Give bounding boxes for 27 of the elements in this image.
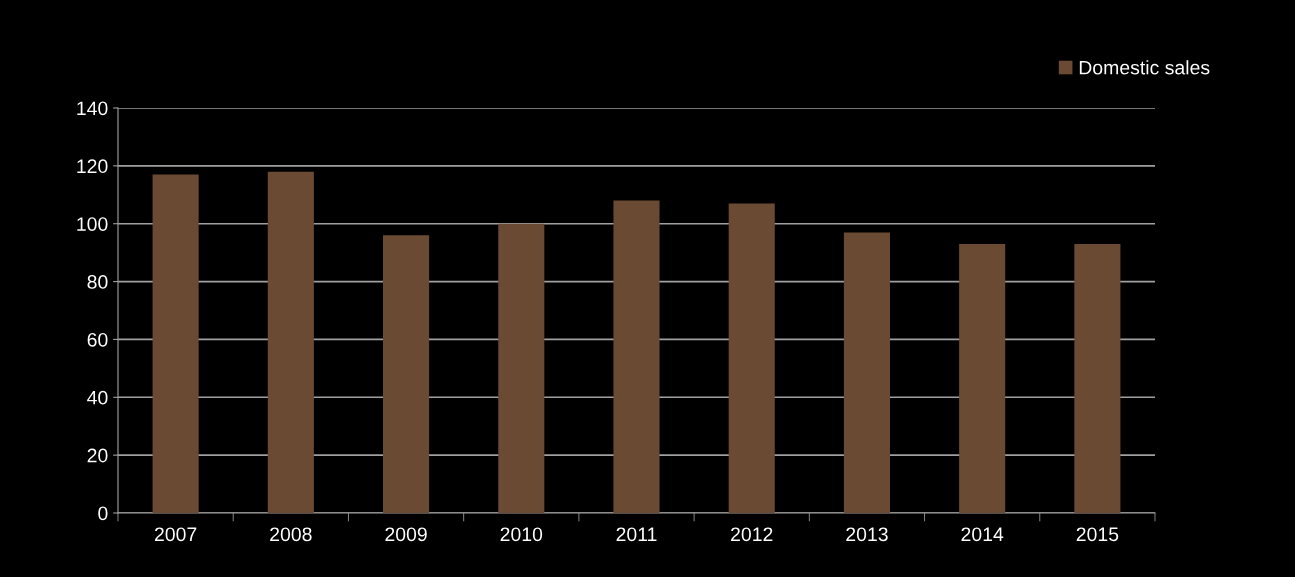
x-tick-label: 2012 (731, 527, 773, 542)
x-tick-label: 2014 (961, 527, 1004, 542)
bar (843, 232, 890, 513)
bar (728, 203, 775, 513)
x-tick-label: 2009 (385, 527, 427, 542)
y-tick-label: 40 (87, 390, 108, 405)
y-tick-label: 120 (77, 159, 108, 174)
bar (152, 174, 199, 513)
y-tick-label: 80 (87, 275, 108, 289)
y-tick-label: 100 (77, 217, 108, 231)
x-tick-label: 2007 (154, 527, 197, 542)
bar (383, 235, 430, 513)
y-tick-label: 20 (87, 448, 108, 463)
x-tick-label: 2015 (1076, 527, 1119, 542)
y-tick-label: 0 (98, 506, 108, 521)
x-tick-label: 2013 (846, 527, 888, 542)
x-tick-label: 2008 (270, 527, 312, 542)
bar (1074, 243, 1121, 513)
bar (498, 223, 545, 513)
x-tick-label: 2011 (616, 527, 657, 542)
legend-label: Domestic sales (1079, 60, 1210, 75)
bar (267, 171, 314, 513)
y-tick-label: 60 (87, 332, 108, 347)
x-tick-label: 2010 (500, 527, 543, 542)
bar (613, 200, 660, 513)
bar (959, 243, 1006, 513)
y-tick-label: 140 (77, 101, 108, 116)
